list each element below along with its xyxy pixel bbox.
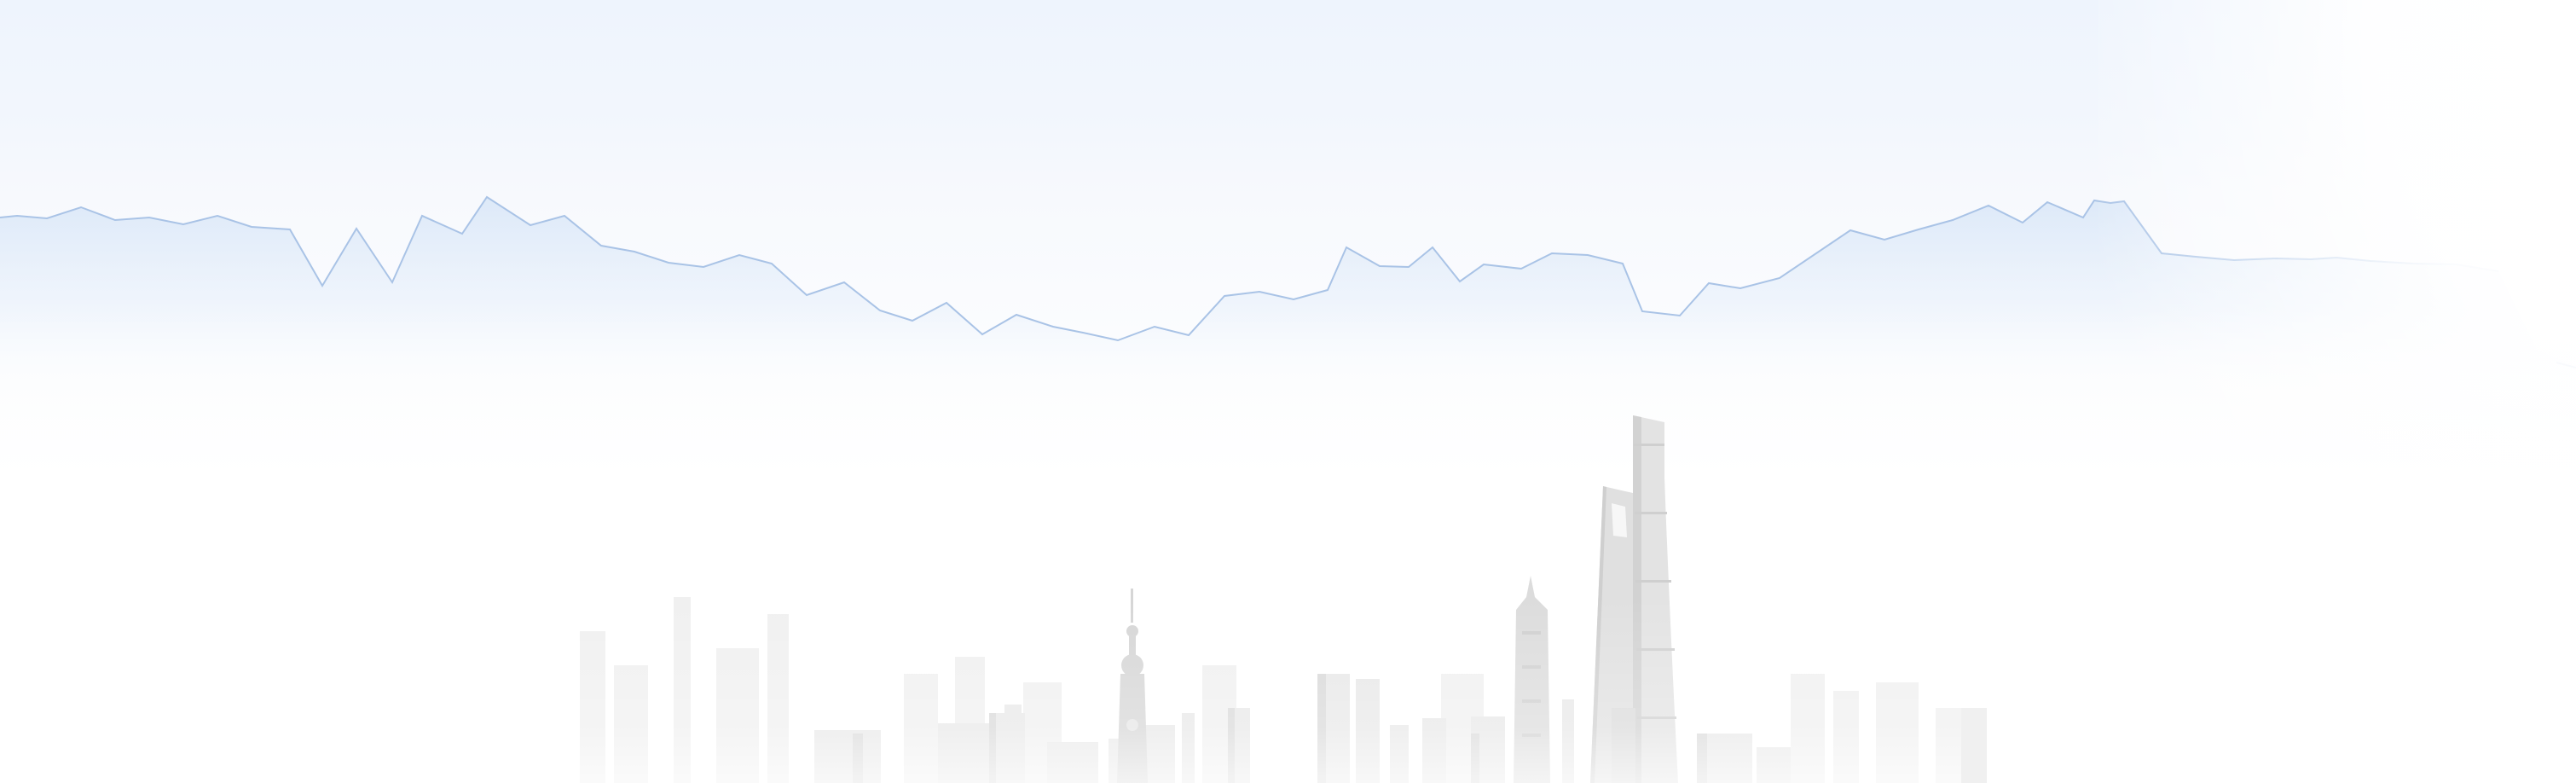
blue-wave-line xyxy=(0,195,2499,342)
city-skyline xyxy=(512,415,1987,783)
